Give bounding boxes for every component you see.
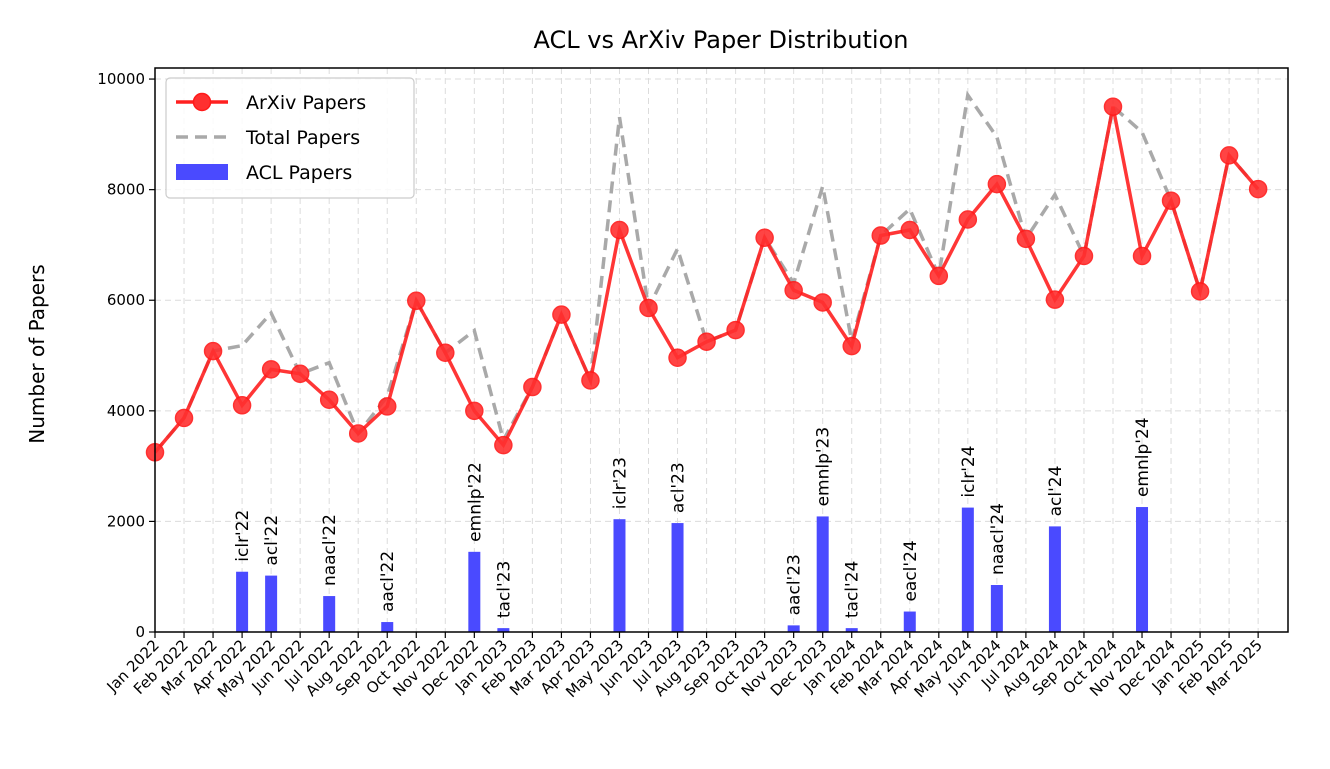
acl-bar: [265, 575, 278, 632]
arxiv-point: [1045, 290, 1065, 309]
acl-bar: [990, 585, 1003, 632]
legend-acl-label: ACL Papers: [246, 162, 352, 184]
bar-annotation: iclr'22: [233, 510, 253, 562]
acl-bar: [845, 628, 858, 632]
arxiv-point: [436, 343, 455, 363]
acl-bar: [468, 551, 481, 632]
bar-annotation: tacl'24: [843, 561, 863, 618]
y-tick-label: 8000: [107, 181, 145, 199]
arxiv-point: [203, 341, 223, 361]
acl-bar: [1136, 507, 1149, 632]
bar-annotation: emnlp'24: [1133, 417, 1153, 497]
y-axis-label: Number of Papers: [25, 264, 49, 443]
arxiv-point: [813, 293, 832, 312]
arxiv-point: [784, 281, 803, 300]
arxiv-point: [958, 210, 978, 229]
arxiv-point: [900, 220, 920, 240]
bar-annotation: naacl'22: [320, 514, 340, 586]
arxiv-point: [407, 291, 426, 311]
arxiv-point: [1132, 246, 1152, 266]
acl-bar: [497, 628, 510, 632]
y-tick-label: 0: [135, 623, 145, 641]
arxiv-point: [581, 371, 600, 390]
arxiv-point: [1248, 179, 1268, 199]
bar-annotation: aacl'22: [378, 551, 398, 612]
arxiv-point: [174, 408, 194, 428]
legend-acl-swatch: [176, 164, 228, 180]
acl-bar: [671, 523, 684, 632]
plot-frame: [154, 67, 1289, 633]
bar-annotation: tacl'23: [494, 561, 514, 618]
bar-annotation: acl'24: [1046, 466, 1066, 517]
y-tick-label: 4000: [107, 402, 145, 420]
arxiv-point: [929, 266, 949, 286]
y-tick-label: 6000: [107, 291, 145, 309]
arxiv-point: [319, 390, 339, 410]
arxiv-point: [261, 360, 281, 379]
arxiv-point: [1190, 282, 1210, 301]
arxiv-points: [145, 97, 1268, 462]
bar-annotation: emnlp'22: [465, 462, 485, 542]
acl-bars: [236, 507, 1149, 632]
bar-annotation: iclr'24: [959, 445, 979, 497]
acl-bar: [816, 516, 829, 632]
bar-annotation: acl'23: [669, 462, 689, 513]
arxiv-point: [871, 226, 890, 245]
arxiv-point: [465, 401, 484, 421]
arxiv-point: [610, 220, 629, 240]
chart-title: ACL vs ArXiv Paper Distribution: [534, 26, 909, 54]
arxiv-point: [1103, 97, 1123, 116]
y-tick-label: 2000: [107, 512, 145, 530]
legend-arxiv-label: ArXiv Papers: [246, 92, 366, 114]
bar-annotations: iclr'22 acl'22 naacl'22 aacl'22 emnlp'22 tacl…: [233, 417, 1153, 618]
acl-bar: [961, 507, 974, 632]
arxiv-point: [232, 396, 252, 415]
bar-annotation: iclr'23: [610, 457, 630, 509]
arxiv-point: [755, 228, 774, 248]
arxiv-point: [726, 320, 745, 340]
arxiv-point: [290, 364, 310, 384]
acl-bar: [787, 625, 800, 632]
arxiv-point: [1016, 229, 1036, 249]
acl-bar: [903, 611, 916, 632]
legend-arxiv-marker: [192, 92, 212, 112]
arxiv-point: [639, 298, 658, 318]
arxiv-point: [668, 348, 687, 367]
arxiv-point: [377, 397, 397, 416]
bar-annotation: emnlp'23: [814, 427, 834, 507]
legend-total-label: Total Papers: [245, 127, 360, 149]
arxiv-point: [523, 377, 542, 397]
acl-bar: [236, 571, 249, 632]
arxiv-point: [1219, 146, 1239, 165]
bar-annotation: acl'22: [262, 515, 282, 566]
bar-annotation: eacl'24: [901, 540, 921, 601]
arxiv-point: [552, 305, 571, 324]
arxiv-point: [1074, 246, 1094, 266]
arxiv-point: [842, 336, 861, 356]
acl-bar: [323, 596, 336, 632]
legend: ArXiv Papers Total Papers ACL Papers: [165, 77, 415, 199]
acl-bar: [613, 519, 626, 632]
bar-annotation: aacl'23: [785, 554, 805, 615]
acl-bar: [381, 622, 394, 632]
arxiv-point: [348, 424, 368, 443]
arxiv-point: [1161, 191, 1181, 210]
total-papers-line: [153, 90, 1260, 454]
arxiv-point: [494, 435, 513, 455]
y-tick-label: 10000: [97, 70, 145, 88]
arxiv-point: [987, 174, 1007, 194]
arxiv-point: [697, 332, 716, 351]
bar-annotation: naacl'24: [988, 503, 1008, 575]
acl-bar: [1048, 526, 1061, 632]
